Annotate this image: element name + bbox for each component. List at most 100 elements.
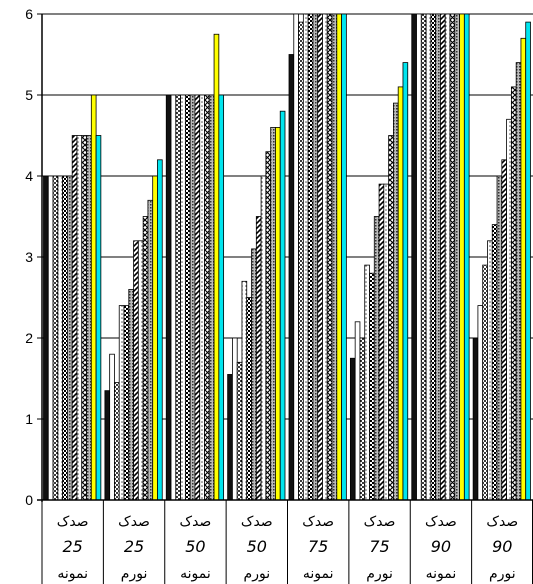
x-category-label-line3: نورم: [489, 566, 516, 582]
bar: [62, 175, 68, 501]
y-tick-labels: 0 1 2 3 4 5 6: [25, 6, 33, 508]
bar: [349, 357, 356, 501]
x-category-label-line1: صدک: [57, 514, 89, 530]
bar: [165, 94, 172, 501]
bar: [359, 337, 366, 501]
bar: [47, 175, 54, 501]
bar: [236, 361, 243, 501]
bar: [298, 21, 304, 501]
x-category-label-line3: نمونه: [303, 566, 334, 582]
x-category-label-line3: نورم: [244, 566, 271, 582]
bar: [440, 13, 446, 501]
x-category-label-line1: صدک: [180, 514, 212, 530]
x-category-label-line3: نمونه: [180, 566, 211, 582]
bar: [501, 159, 507, 501]
bar: [123, 305, 130, 501]
bar: [487, 240, 493, 501]
bar: [369, 272, 375, 501]
bar: [341, 13, 347, 501]
bar: [326, 13, 333, 501]
bar: [260, 175, 267, 501]
bar: [147, 199, 154, 501]
bar: [491, 224, 498, 501]
x-category-label-line1: صدک: [486, 514, 518, 530]
bar: [317, 13, 323, 501]
bar: [520, 37, 527, 501]
bar: [279, 110, 286, 501]
bar: [76, 135, 83, 501]
bar: [364, 264, 370, 501]
x-category-label-line2: 75: [369, 537, 389, 556]
y-tick-label: 2: [25, 330, 33, 346]
x-category-label-line3: نورم: [121, 566, 148, 582]
bar: [336, 13, 342, 501]
x-category-label-line2: 25: [63, 537, 83, 556]
bar: [322, 13, 328, 501]
bar: [194, 94, 201, 501]
bar: [114, 382, 120, 501]
bar: [180, 94, 186, 501]
x-category-labels: صدک 25 نمونه صدک 25 نورم صدک 50 نمونه صدک 50 نورم صد…: [57, 514, 518, 582]
bar: [265, 151, 272, 501]
bar: [288, 54, 295, 501]
bar: [435, 13, 441, 501]
bar: [157, 159, 163, 501]
axes: [37, 14, 533, 584]
x-category-label-line1: صدک: [364, 514, 396, 530]
bar: [81, 135, 87, 501]
bar: [373, 216, 380, 501]
bar: [90, 94, 97, 501]
bar: [109, 353, 115, 501]
bar: [482, 264, 488, 501]
bar: [402, 62, 409, 501]
bar: [232, 337, 238, 501]
x-category-label-line2: 90: [431, 537, 451, 556]
x-category-label-line3: نمونه: [426, 566, 457, 582]
bar: [128, 288, 134, 501]
x-category-label-line3: نمونه: [57, 566, 88, 582]
bar: [397, 86, 404, 501]
bar: [378, 183, 385, 501]
bar: [175, 94, 181, 501]
bar: [118, 305, 125, 501]
bar: [133, 240, 139, 501]
bar: [95, 135, 102, 501]
bar: [251, 248, 257, 501]
bar: [459, 13, 465, 501]
bar: [52, 175, 59, 501]
bar: [463, 13, 470, 501]
bar: [411, 13, 417, 501]
x-category-label-line2: 90: [492, 537, 512, 556]
bar: [425, 13, 432, 501]
bar: [184, 94, 191, 501]
bar: [420, 13, 427, 501]
x-category-label-line1: صدک: [302, 514, 334, 530]
x-category-label-line2: 75: [308, 537, 328, 556]
bar: [444, 13, 451, 501]
x-category-label-line2: 25: [124, 537, 144, 556]
bar: [510, 86, 517, 501]
bar: [218, 94, 225, 501]
bar: [142, 216, 149, 501]
bar: [472, 337, 479, 501]
bar: [71, 135, 78, 501]
bar: [393, 102, 399, 501]
bar: [270, 127, 276, 501]
bar: [515, 62, 522, 501]
x-category-label-line1: صدک: [425, 514, 457, 530]
x-category-label-line3: نورم: [366, 566, 393, 582]
bar: [67, 175, 73, 501]
bar: [57, 175, 64, 501]
x-category-label-line1: صدک: [118, 514, 150, 530]
bar: [86, 135, 92, 501]
bar: [454, 13, 460, 501]
bar: [227, 374, 233, 501]
bar: [241, 280, 248, 501]
bar: [293, 13, 299, 501]
bar: [152, 175, 158, 501]
bar: [170, 94, 177, 501]
bar: [383, 183, 390, 501]
bar: [506, 118, 512, 501]
y-tick-label: 0: [25, 492, 33, 508]
